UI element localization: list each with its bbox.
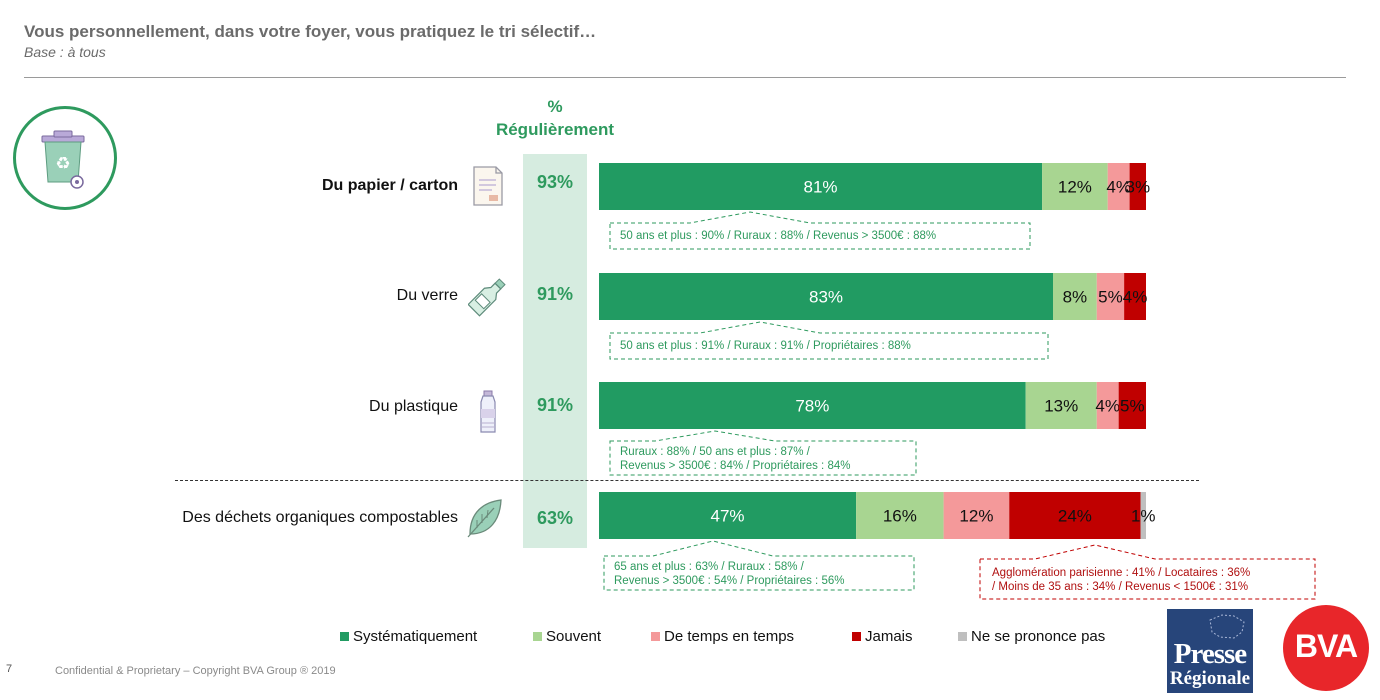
callout-organiques-jamais: Agglomération parisienne : 41% / Locatai… (982, 563, 1260, 597)
bar-segment-systematiquement (599, 163, 1043, 210)
callout-line: 50 ans et plus : 91% / Ruraux : 91% / Pr… (620, 340, 911, 352)
bar-segment-jamais (1124, 273, 1146, 320)
bar-segment-ne-se-prononce-pas (1140, 492, 1146, 539)
recycle-bin-icon: ♻ (41, 130, 85, 189)
section-separator (175, 480, 1199, 481)
bva-logo (1283, 605, 1369, 691)
bar-value-label: 13% (1044, 397, 1078, 416)
bar-value-label: 4% (1095, 397, 1120, 416)
bva-logo-text: BVA (1294, 628, 1358, 664)
regulierement-header-line2: Régulièrement (495, 120, 615, 139)
regulierement-header: % Régulièrement (470, 95, 640, 141)
bar-value-label: 1% (1131, 507, 1156, 526)
callout-verre: 50 ans et plus : 91% / Ruraux : 91% / Pr… (610, 336, 921, 356)
bar-value-label: 16% (883, 507, 917, 526)
bar-segment-souvent (1042, 163, 1108, 210)
bar-value-label: 4% (1106, 178, 1131, 197)
footer-copyright: Confidential & Proprietary – Copyright B… (55, 665, 336, 677)
bar-segment-de-temps-en-temps (943, 492, 1010, 539)
legend-item: Ne se prononce pas (958, 628, 1105, 645)
legend-label: De temps en temps (664, 628, 795, 645)
bar-segment-systematiquement (599, 492, 857, 539)
page-subtitle: Base : à tous (24, 44, 106, 60)
category-label-verre: Du verre (396, 287, 458, 304)
legend-item: Jamais (852, 628, 913, 645)
legend-swatch (651, 632, 660, 641)
header-divider (24, 77, 1346, 78)
bar-value-label: 4% (1123, 288, 1148, 307)
callout-box (979, 544, 1316, 600)
category-label-plastique: Du plastique (369, 398, 458, 415)
callout-box (609, 430, 917, 476)
svg-text:♻: ♻ (55, 154, 70, 174)
bar-value-label: 5% (1120, 397, 1145, 416)
bar-segment-souvent (1025, 382, 1097, 429)
legend-item: Systématiquement (340, 628, 477, 645)
callout-box (609, 321, 1049, 360)
bar-segment-systematiquement (599, 382, 1026, 429)
bar-segment-jamais (1118, 382, 1146, 429)
bar-value-label: 78% (795, 397, 829, 416)
bar-value-label: 3% (1126, 178, 1151, 197)
callout-box (603, 540, 915, 591)
presse-logo-subtext: Régionale (1169, 668, 1251, 689)
category-label-organiques: Des déchets organiques compostables (182, 509, 458, 526)
callout-line: Revenus > 3500€ : 54% / Propriétaires : … (614, 575, 845, 587)
callout-plastique: Ruraux : 88% / 50 ans et plus : 87% / Re… (610, 442, 860, 476)
callout-line: 65 ans et plus : 63% / Ruraux : 58% / (614, 561, 804, 573)
bar-segment-jamais (1009, 492, 1141, 539)
bar-value-label: 12% (959, 507, 993, 526)
recycle-logo (13, 106, 117, 210)
regulierement-value: 93% (536, 172, 574, 192)
page-title: Vous personnellement, dans votre foyer, … (24, 22, 597, 41)
regulierement-column (523, 154, 587, 548)
leaf-icon (467, 499, 502, 538)
bar-value-label: 81% (804, 178, 838, 197)
bar-segment-de-temps-en-temps (1096, 382, 1119, 429)
legend-swatch (340, 632, 349, 641)
bar-value-label: 12% (1058, 178, 1092, 197)
plastic-bottle-icon (480, 390, 496, 433)
bar-segment-de-temps-en-temps (1096, 273, 1125, 320)
bar-value-label: 5% (1098, 288, 1123, 307)
legend-item: De temps en temps (651, 628, 794, 645)
bar-segment-jamais (1129, 163, 1146, 210)
legend-label: Souvent (546, 628, 602, 645)
glass-bottle-icon (468, 278, 506, 317)
bar-segment-souvent (856, 492, 944, 539)
legend-swatch (958, 632, 967, 641)
callout-box (609, 211, 1031, 250)
callout-line: 50 ans et plus : 90% / Ruraux : 88% / Re… (620, 230, 937, 242)
bar-value-label: 8% (1063, 288, 1088, 307)
paper-document-icon (473, 166, 503, 206)
legend-swatch (533, 632, 542, 641)
page-number: 7 (6, 663, 13, 675)
callout-papier: 50 ans et plus : 90% / Ruraux : 88% / Re… (610, 226, 946, 246)
legend-item: Souvent (533, 628, 601, 645)
category-label-papier: Du papier / carton (321, 177, 458, 194)
bar-value-label: 24% (1058, 507, 1092, 526)
bar-segment-de-temps-en-temps (1107, 163, 1130, 210)
regulierement-value: 91% (536, 395, 574, 415)
legend-swatch (852, 632, 861, 641)
legend-label: Systématiquement (353, 628, 478, 645)
callout-line: Agglomération parisienne : 41% / Locatai… (992, 567, 1251, 579)
regulierement-value: 63% (536, 508, 574, 528)
bar-value-label: 47% (711, 507, 745, 526)
bar-segment-systematiquement (599, 273, 1054, 320)
bar-value-label: 83% (809, 288, 843, 307)
callout-line: Revenus > 3500€ : 84% / Propriétaires : … (620, 460, 851, 472)
bar-segment-souvent (1053, 273, 1097, 320)
legend-label: Jamais (865, 628, 913, 645)
callout-line: Ruraux : 88% / 50 ans et plus : 87% / (620, 446, 810, 458)
legend-label: Ne se prononce pas (971, 628, 1106, 645)
callout-line: / Moins de 35 ans : 34% / Revenus < 1500… (992, 581, 1249, 593)
regulierement-value: 91% (536, 284, 574, 304)
callout-organiques: 65 ans et plus : 63% / Ruraux : 58% / Re… (604, 557, 854, 591)
regulierement-header-line1: % (547, 97, 563, 116)
france-map-icon (1209, 614, 1245, 639)
presse-logo-text: Presse (1173, 638, 1247, 670)
